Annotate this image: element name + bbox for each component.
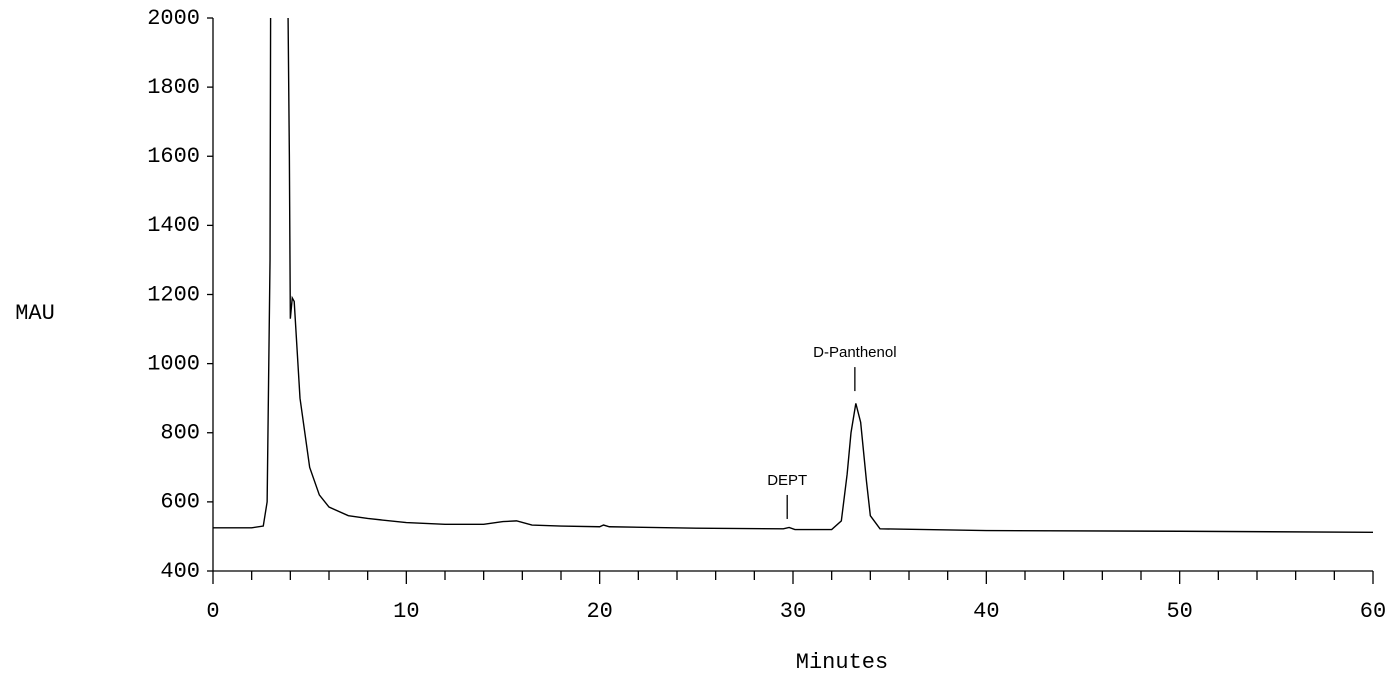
y-tick-label: 1000 (147, 351, 200, 376)
x-tick-label: 40 (973, 599, 999, 624)
trace (213, 18, 1374, 533)
x-tick-label: 60 (1360, 599, 1386, 624)
y-tick-label: 600 (160, 490, 200, 515)
y-tick-label: 1400 (147, 213, 200, 238)
x-axis-label: Minutes (796, 650, 888, 673)
y-tick-label: 1200 (147, 282, 200, 307)
x-tick-label: 20 (586, 599, 612, 624)
y-tick-label: 1600 (147, 144, 200, 169)
y-tick-label: 800 (160, 421, 200, 446)
y-tick-label: 2000 (147, 6, 200, 31)
x-tick-label: 30 (780, 599, 806, 624)
y-tick-label: 400 (160, 559, 200, 584)
y-tick-label: 1800 (147, 75, 200, 100)
annotation-label: D-Panthenol (813, 344, 896, 361)
x-tick-label: 50 (1166, 599, 1192, 624)
x-tick-label: 10 (393, 599, 419, 624)
annotation-label: DEPT (767, 472, 807, 489)
x-tick-label: 0 (206, 599, 219, 624)
y-axis-label: MAU (15, 301, 55, 326)
